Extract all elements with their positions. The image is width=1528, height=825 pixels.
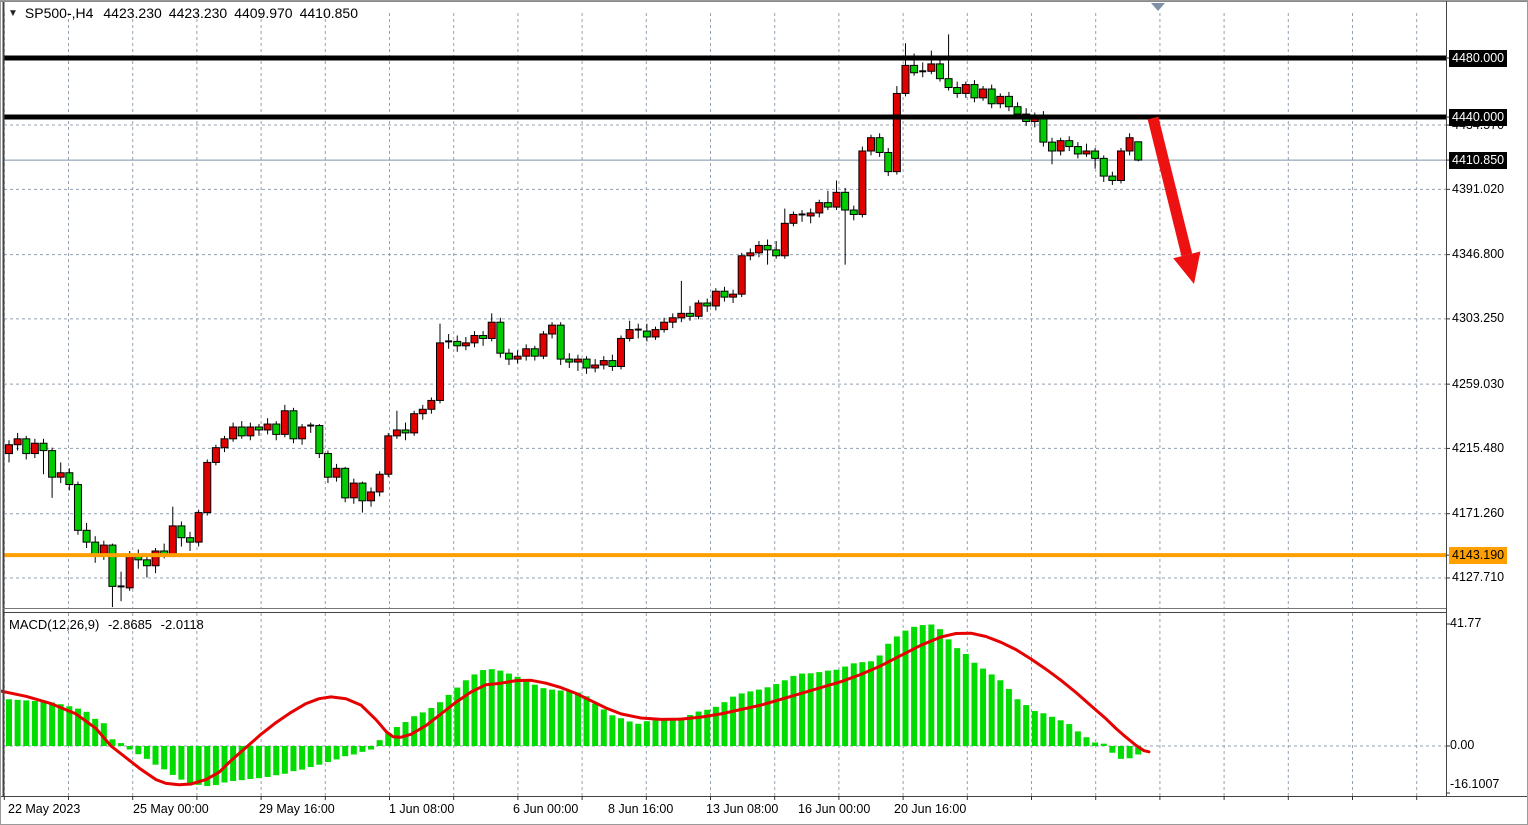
macd-histogram bbox=[6, 624, 1142, 787]
time-axis-label-1-Jun-08-00: 1 Jun 08:00 bbox=[389, 802, 455, 816]
price-axis-label-4259.030: 4259.030 bbox=[1452, 376, 1505, 391]
macd-indicator-name: MACD(12,26,9) bbox=[9, 617, 100, 632]
symbol-dropdown-icon[interactable]: ▼ bbox=[8, 7, 18, 19]
macd-main-value: -2.8685 bbox=[107, 617, 153, 632]
grid-layer bbox=[3, 13, 1446, 796]
candles-layer bbox=[5, 34, 1143, 608]
price-axis-label-4171.260: 4171.260 bbox=[1452, 506, 1505, 521]
price-axis-label-4410.850: 4410.850 bbox=[1449, 151, 1508, 169]
ohlc-close-value: 4410.850 bbox=[299, 5, 359, 21]
price-axis-label-4346.800: 4346.800 bbox=[1452, 247, 1505, 262]
time-axis-label-25-May-00-00: 25 May 00:00 bbox=[133, 802, 209, 816]
macd-signal-value: -2.0118 bbox=[160, 617, 204, 632]
macd-axis-label--16.1007: -16.1007 bbox=[1450, 777, 1500, 791]
chart-shift-marker-icon[interactable] bbox=[1151, 3, 1165, 11]
ohlc-low-value: 4409.970 bbox=[234, 5, 293, 21]
macd-indicator-label: MACD(12,26,9) -2.8685 -2.0118 bbox=[9, 617, 209, 632]
time-axis-label-20-Jun-16-00: 20 Jun 16:00 bbox=[894, 802, 967, 816]
price-axis-label-4440.000: 4440.000 bbox=[1449, 108, 1508, 126]
time-axis-label-16-Jun-00-00: 16 Jun 00:00 bbox=[798, 802, 871, 816]
price-axis-label-4391.020: 4391.020 bbox=[1452, 181, 1505, 196]
macd-signal-line bbox=[1, 631, 1151, 787]
macd-axis-label-0.00: 0.00 bbox=[1450, 738, 1475, 752]
chart-ohlc-header: ▼ SP500-,H4 4423.230 4423.230 4409.970 4… bbox=[8, 5, 365, 21]
price-axis-label-4480.000: 4480.000 bbox=[1449, 49, 1508, 67]
trend-arrow[interactable] bbox=[1147, 116, 1201, 284]
price-axis-label-4143.190: 4143.190 bbox=[1449, 546, 1508, 564]
ohlc-high-value: 4423.230 bbox=[168, 5, 228, 21]
ohlc-open-value: 4423.230 bbox=[103, 5, 162, 21]
time-axis-label-29-May-16-00: 29 May 16:00 bbox=[259, 802, 335, 816]
symbol-timeframe-label: SP500-,H4 bbox=[24, 5, 94, 21]
time-axis-label-13-Jun-08-00: 13 Jun 08:00 bbox=[706, 802, 779, 816]
level-lines[interactable] bbox=[4, 55, 1446, 558]
price-axis-label-4215.480: 4215.480 bbox=[1452, 440, 1505, 455]
panel-borders bbox=[1, 1, 1527, 797]
time-axis-label-22-May-2023: 22 May 2023 bbox=[8, 802, 81, 816]
time-axis-label-6-Jun-00-00: 6 Jun 00:00 bbox=[513, 802, 579, 816]
macd-axis-label-41.77: 41.77 bbox=[1450, 615, 1482, 630]
price-axis-label-4303.250: 4303.250 bbox=[1452, 311, 1505, 326]
price-axis-label-4127.710: 4127.710 bbox=[1452, 570, 1505, 585]
axis-ticks bbox=[3, 57, 1450, 800]
time-axis-label-8-Jun-16-00: 8 Jun 16:00 bbox=[608, 802, 674, 816]
